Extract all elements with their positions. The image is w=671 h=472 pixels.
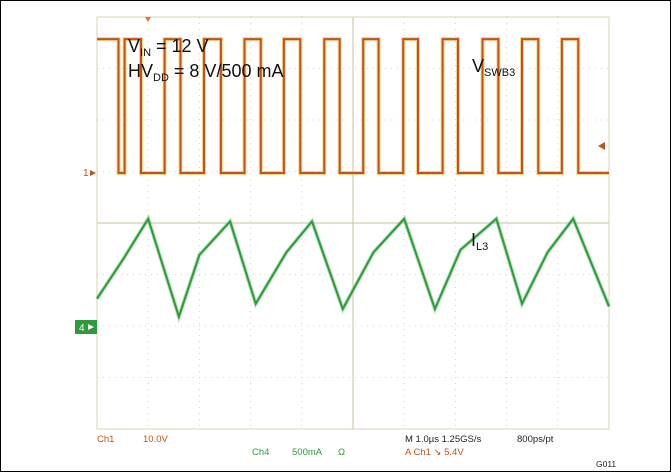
ch1-marker-icon — [90, 170, 96, 176]
ch4-readout-scale: 500mA — [292, 447, 323, 458]
ch4-readout-unit: Ω — [338, 447, 345, 458]
trigger-level-icon — [598, 142, 605, 150]
ch1-readout-scale: 10.0V — [143, 434, 168, 445]
il3-annotation: IL3 — [471, 230, 488, 253]
trigger-readout: A Ch1 ↘ 5.4V — [405, 447, 464, 458]
ch1-readout-label: Ch1 — [97, 434, 114, 445]
ch1-marker-label: 1 — [83, 168, 89, 179]
ch4-marker-label: 4 — [79, 323, 85, 334]
inductor-current-trace — [96, 216, 610, 320]
resolution-readout: 800ps/pt — [517, 434, 554, 445]
hvdd-annotation: HVDD = 8 V/500 mA — [128, 61, 283, 84]
timebase-readout: M 1.0µs 1.25GS/s — [405, 434, 481, 445]
ch4-marker-icon — [88, 324, 94, 330]
vin-annotation: VIN = 12 V — [128, 36, 209, 59]
traces — [95, 37, 611, 324]
ch4-marker-badge — [75, 320, 97, 334]
vswb3-annotation: VSWB3 — [472, 56, 515, 79]
trigger-marker-icon — [145, 17, 151, 22]
figure-id: G011 — [596, 459, 616, 469]
ch4-readout-label: Ch4 — [252, 447, 269, 458]
plot-border — [96, 16, 610, 430]
switch-node-trace — [97, 38, 609, 174]
